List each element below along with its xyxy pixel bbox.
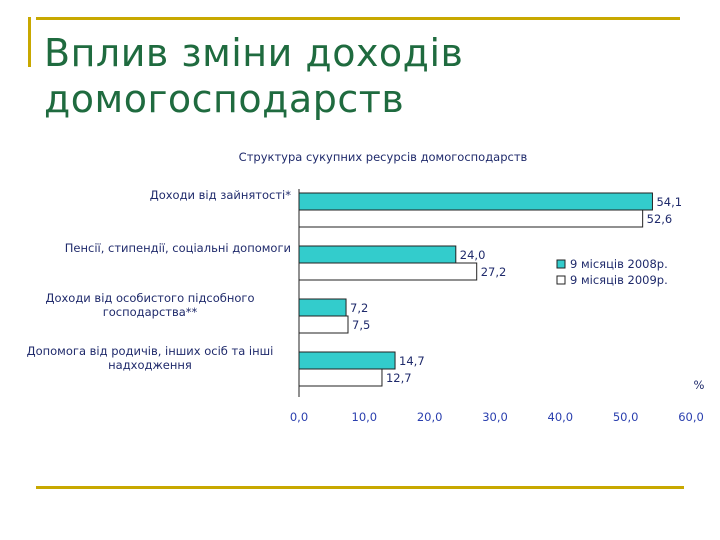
data-label: 12,7	[386, 371, 412, 385]
chart-legend: 9 місяців 2008р. 9 місяців 2009р.	[556, 257, 668, 287]
bar	[298, 245, 457, 264]
top-accent-rule	[36, 17, 680, 20]
bottom-accent-rule	[36, 486, 684, 489]
income-structure-chart: Структура сукупних ресурсів домогосподар…	[27, 150, 705, 424]
data-label: 27,2	[481, 265, 507, 279]
category-label: Допомога від родичів, інших осіб та інші	[27, 344, 274, 358]
bar	[298, 209, 644, 228]
bar	[298, 351, 396, 370]
data-label: 24,0	[460, 248, 486, 262]
slide-title: Вплив зміни доходів домогосподарств	[44, 31, 464, 121]
bar	[298, 298, 347, 317]
category-label: Пенсії, стипендії, соціальні допомоги	[65, 241, 291, 255]
legend-label: 9 місяців 2009р.	[570, 273, 668, 287]
legend-label: 9 місяців 2008р.	[570, 257, 668, 271]
data-label: 52,6	[647, 212, 673, 226]
data-label: 7,5	[352, 318, 370, 332]
category-label: надходження	[108, 358, 192, 372]
bar	[298, 192, 653, 211]
category-label: Доходи від особистого підсобного	[45, 291, 254, 305]
unit-label: %	[694, 378, 705, 392]
x-tick-label: 40,0	[548, 410, 574, 424]
chart-title: Структура сукупних ресурсів домогосподар…	[239, 150, 528, 164]
left-accent-bar	[28, 17, 31, 67]
x-tick-label: 60,0	[678, 410, 704, 424]
legend-swatch	[556, 259, 566, 269]
bar	[298, 315, 349, 334]
data-label: 7,2	[350, 301, 368, 315]
category-label: господарства**	[103, 305, 198, 319]
data-label: 54,1	[656, 195, 682, 209]
x-tick-label: 10,0	[352, 410, 378, 424]
x-tick-label: 30,0	[482, 410, 508, 424]
category-label: Доходи від зайнятості*	[150, 188, 292, 202]
data-label: 14,7	[399, 354, 425, 368]
x-tick-label: 0,0	[290, 410, 308, 424]
x-tick-label: 50,0	[613, 410, 639, 424]
bar	[298, 368, 383, 387]
bar	[298, 262, 478, 281]
x-tick-label: 20,0	[417, 410, 443, 424]
legend-swatch	[556, 275, 566, 285]
